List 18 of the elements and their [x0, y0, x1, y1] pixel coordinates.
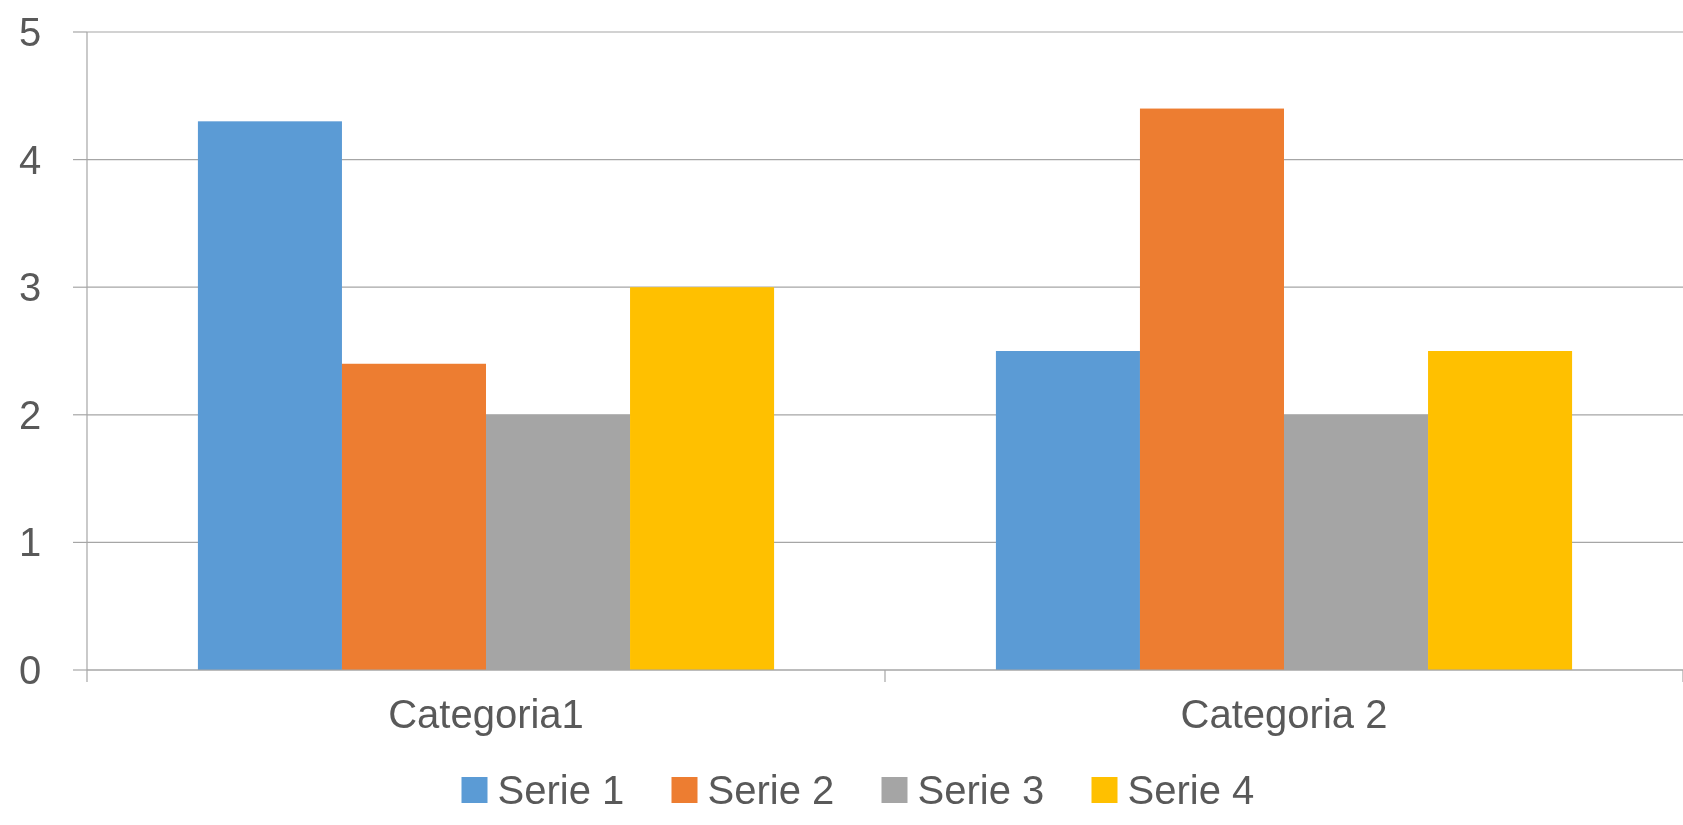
y-tick-label: 2: [18, 392, 42, 437]
legend-label: Serie 4: [1127, 768, 1255, 812]
y-tick-label: 3: [18, 265, 42, 310]
bar: [341, 363, 486, 670]
y-tick-label: 1: [18, 520, 42, 565]
bar: [1139, 108, 1284, 670]
legend-label: Serie 1: [497, 768, 625, 812]
x-tick-label: Categoria 2: [1180, 692, 1388, 736]
bar: [630, 287, 775, 670]
bar: [197, 121, 342, 670]
legend-label: Serie 2: [707, 768, 835, 812]
y-tick-label: 4: [18, 137, 42, 182]
x-tick-label: Categoria1: [388, 692, 584, 736]
y-tick-label: 0: [18, 648, 42, 692]
bar: [1428, 351, 1573, 670]
y-tick-label: 5: [18, 10, 42, 54]
bar: [995, 351, 1140, 670]
legend-label: Serie 3: [917, 768, 1045, 812]
